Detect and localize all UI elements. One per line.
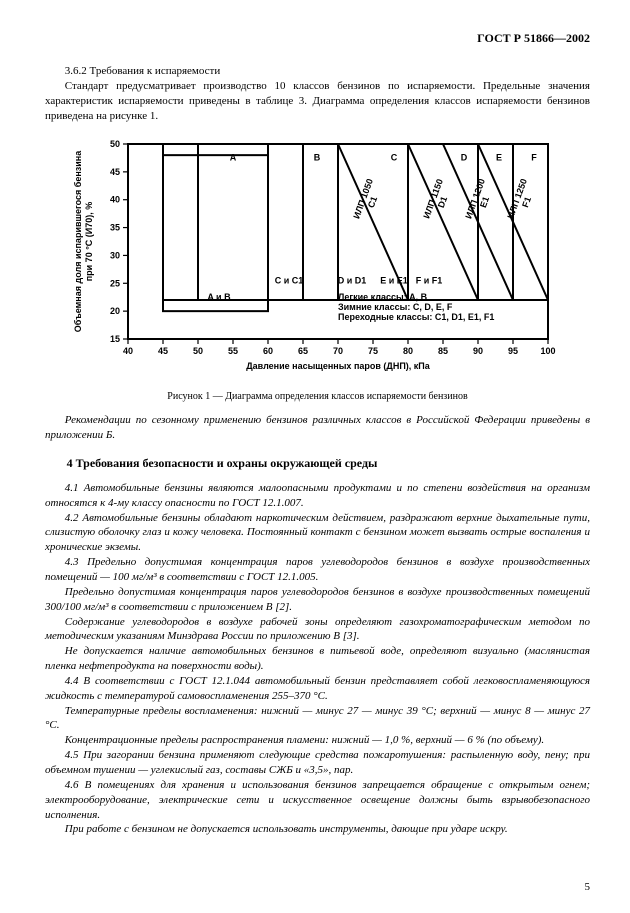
section-4-head: 4 Требования безопасности и охраны окруж… [45, 455, 590, 471]
svg-text:45: 45 [109, 166, 119, 176]
svg-text:75: 75 [367, 346, 377, 356]
svg-text:95: 95 [507, 346, 517, 356]
svg-text:50: 50 [109, 139, 119, 149]
svg-text:60: 60 [262, 346, 272, 356]
sec-362-head: 3.6.2 Требования к испаряемости [45, 64, 590, 79]
svg-text:Объемная доля испарившегося бе: Объемная доля испарившегося бензинапри 7… [73, 149, 94, 331]
svg-text:D и D1: D и D1 [337, 275, 366, 285]
svg-text:90: 90 [472, 346, 482, 356]
p47: При работе с бензином не допускается исп… [45, 822, 590, 837]
svg-text:B: B [313, 152, 320, 162]
svg-text:E: E [495, 152, 501, 162]
svg-text:80: 80 [402, 346, 412, 356]
p42: 4.2 Автомобильные бензины обладают нарко… [45, 511, 590, 556]
p46: 4.6 В помещениях для хранения и использо… [45, 778, 590, 823]
svg-text:E и E1: E и E1 [380, 275, 408, 285]
svg-text:45: 45 [157, 346, 167, 356]
svg-text:Легкие классы: A, B: Легкие классы: A, B [338, 292, 428, 302]
svg-text:65: 65 [297, 346, 307, 356]
doc-code: ГОСТ Р 51866—2002 [45, 30, 590, 46]
svg-text:A: A [229, 152, 236, 162]
svg-text:40: 40 [122, 346, 132, 356]
svg-text:ИЛП 1250F1: ИЛП 1250F1 [505, 177, 538, 223]
svg-text:30: 30 [109, 250, 119, 260]
svg-text:ИЛП 1200E1: ИЛП 1200E1 [463, 177, 496, 223]
p43c: Содержание углеводородов в воздухе рабоч… [45, 615, 590, 645]
svg-text:F: F [531, 152, 537, 162]
recommendation-line: Рекомендации по сезонному применению бен… [45, 413, 590, 443]
svg-text:C: C [390, 152, 397, 162]
page-number: 5 [585, 880, 591, 895]
svg-text:20: 20 [109, 306, 119, 316]
p44: 4.4 В соответствии с ГОСТ 12.1.044 автом… [45, 674, 590, 704]
svg-text:55: 55 [227, 346, 237, 356]
p41: 4.1 Автомобильные бензины являются малоо… [45, 481, 590, 511]
svg-text:40: 40 [109, 194, 119, 204]
sec-362-body: Стандарт предусматривает производство 10… [45, 79, 590, 124]
figure-caption: Рисунок 1 — Диаграмма определения классо… [45, 390, 590, 404]
svg-text:15: 15 [109, 334, 119, 344]
p44c: Концентрационные пределы распространения… [45, 733, 590, 748]
svg-text:Переходные классы: C1, D1, E1,: Переходные классы: C1, D1, E1, F1 [338, 312, 494, 322]
p44b: Температурные пределы воспламенения: ниж… [45, 704, 590, 734]
svg-text:85: 85 [437, 346, 447, 356]
svg-text:35: 35 [109, 222, 119, 232]
svg-text:F и F1: F и F1 [415, 275, 442, 285]
p43: 4.3 Предельно допустимая концентрация па… [45, 555, 590, 585]
svg-text:C и C1: C и C1 [274, 275, 303, 285]
svg-text:Давление насыщенных паров (ДНП: Давление насыщенных паров (ДНП), кПа [246, 361, 431, 371]
svg-text:100: 100 [540, 346, 555, 356]
svg-text:Зимние классы: C, D, E, F: Зимние классы: C, D, E, F [338, 302, 453, 312]
svg-text:70: 70 [332, 346, 342, 356]
volatility-class-chart: 40 45 50 55 60 65 70 75 80 85 90 95 100 15 20 25 30 35 40 4… [68, 134, 568, 384]
svg-text:D: D [460, 152, 467, 162]
svg-text:50: 50 [192, 346, 202, 356]
p43b: Предельно допустимая концентрация паров … [45, 585, 590, 615]
svg-text:A и B: A и B [207, 292, 231, 302]
p43d: Не допускается наличие автомобильных бен… [45, 644, 590, 674]
svg-text:25: 25 [109, 278, 119, 288]
p45: 4.5 При загорании бензина применяют след… [45, 748, 590, 778]
